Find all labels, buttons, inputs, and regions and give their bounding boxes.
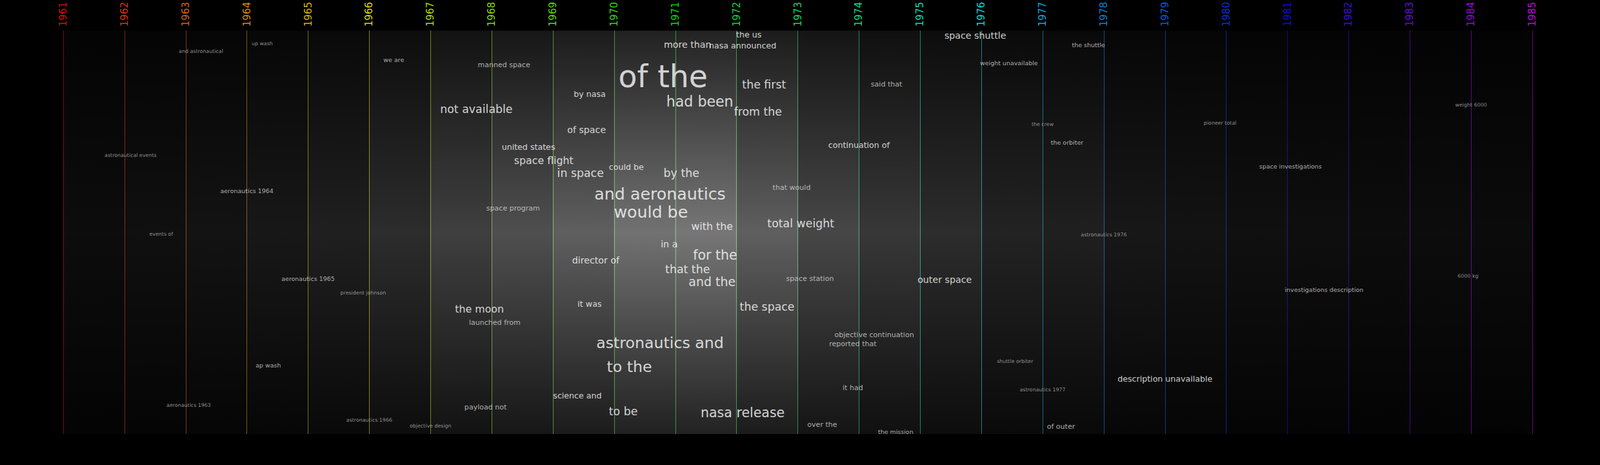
- svg-text:to be: to be: [609, 404, 639, 418]
- svg-text:had been: had been: [666, 92, 734, 110]
- svg-text:the moon: the moon: [454, 302, 504, 315]
- svg-text:shuttle orbiter: shuttle orbiter: [996, 358, 1034, 364]
- svg-text:the first: the first: [741, 78, 786, 91]
- svg-text:investigations description: investigations description: [1284, 285, 1364, 293]
- svg-text:of outer: of outer: [1047, 421, 1076, 431]
- svg-text:science and: science and: [552, 390, 602, 400]
- svg-text:astronautical events: astronautical events: [104, 152, 157, 159]
- svg-text:payload not: payload not: [464, 402, 508, 411]
- svg-text:the mission: the mission: [878, 427, 914, 435]
- svg-text:1964: 1964: [241, 1, 253, 27]
- svg-text:1983: 1983: [1403, 1, 1416, 27]
- svg-text:1977: 1977: [1036, 1, 1049, 27]
- svg-text:could be: could be: [609, 161, 644, 172]
- svg-text:6000 kg: 6000 kg: [1457, 272, 1479, 279]
- svg-text:of the: of the: [618, 58, 709, 95]
- svg-text:for the: for the: [692, 247, 737, 263]
- svg-text:1976: 1976: [975, 1, 988, 27]
- svg-text:1962: 1962: [118, 1, 131, 27]
- svg-text:with the: with the: [690, 220, 733, 233]
- svg-text:in a: in a: [660, 238, 678, 250]
- svg-text:1975: 1975: [914, 1, 926, 27]
- svg-text:up wash: up wash: [251, 40, 273, 47]
- svg-text:and aeronautics: and aeronautics: [594, 184, 726, 204]
- svg-text:pioneer total: pioneer total: [1203, 120, 1237, 126]
- svg-text:objective continuation: objective continuation: [834, 330, 915, 339]
- svg-text:astronautics 1977: astronautics 1977: [1019, 386, 1066, 393]
- svg-text:1966: 1966: [363, 1, 375, 27]
- svg-text:space flight: space flight: [514, 154, 574, 167]
- svg-text:in space: in space: [557, 166, 604, 180]
- svg-text:of space: of space: [567, 124, 606, 135]
- svg-text:outer space: outer space: [917, 274, 972, 285]
- svg-text:the orbiter: the orbiter: [1050, 138, 1084, 146]
- svg-text:1984: 1984: [1465, 1, 1477, 27]
- svg-text:said that: said that: [870, 80, 903, 89]
- svg-text:1965: 1965: [302, 1, 315, 27]
- svg-text:1963: 1963: [180, 1, 192, 27]
- svg-text:we are: we are: [383, 56, 404, 64]
- svg-text:aeronautics 1964: aeronautics 1964: [220, 187, 274, 195]
- svg-text:nasa release: nasa release: [700, 404, 785, 420]
- svg-text:president johnson: president johnson: [340, 289, 387, 296]
- svg-text:over the: over the: [807, 420, 837, 429]
- svg-text:aeronautics 1965: aeronautics 1965: [281, 274, 335, 282]
- svg-text:the shuttle: the shuttle: [1071, 41, 1106, 49]
- svg-text:weight 6000: weight 6000: [1455, 101, 1488, 108]
- svg-text:by nasa: by nasa: [573, 89, 606, 99]
- svg-text:not available: not available: [440, 102, 513, 116]
- svg-text:1979: 1979: [1159, 1, 1171, 27]
- svg-text:continuation of: continuation of: [828, 140, 891, 150]
- svg-text:1981: 1981: [1281, 1, 1294, 27]
- svg-text:the space: the space: [740, 300, 795, 313]
- svg-text:1970: 1970: [608, 1, 620, 27]
- svg-text:and astronautical: and astronautical: [178, 48, 224, 55]
- svg-text:1968: 1968: [485, 1, 498, 27]
- svg-text:launched from: launched from: [469, 318, 521, 327]
- svg-text:ap wash: ap wash: [255, 361, 281, 369]
- svg-text:it had: it had: [842, 383, 864, 392]
- svg-text:that would: that would: [772, 183, 811, 192]
- svg-text:space shuttle: space shuttle: [944, 30, 1007, 41]
- svg-text:space investigations: space investigations: [1259, 162, 1322, 170]
- svg-text:to the: to the: [607, 357, 653, 376]
- svg-text:1971: 1971: [669, 1, 682, 27]
- svg-text:weight unavailable: weight unavailable: [980, 59, 1039, 67]
- svg-text:1969: 1969: [547, 1, 559, 27]
- svg-text:total weight: total weight: [767, 216, 835, 230]
- svg-text:1974: 1974: [852, 1, 865, 27]
- svg-text:1972: 1972: [730, 1, 743, 27]
- svg-text:director of: director of: [572, 254, 620, 266]
- svg-text:reported that: reported that: [829, 339, 877, 348]
- svg-text:1982: 1982: [1342, 1, 1355, 27]
- svg-text:the us: the us: [736, 29, 762, 40]
- svg-text:astronautics 1966: astronautics 1966: [346, 416, 393, 423]
- svg-text:the crew: the crew: [1031, 121, 1055, 128]
- svg-text:astronautics 1976: astronautics 1976: [1080, 231, 1127, 238]
- svg-text:manned space: manned space: [477, 60, 530, 70]
- svg-text:1967: 1967: [424, 1, 437, 27]
- svg-text:astronautics and: astronautics and: [596, 333, 724, 352]
- svg-text:nasa announced: nasa announced: [709, 40, 777, 51]
- svg-text:space station: space station: [786, 274, 835, 283]
- svg-text:more than: more than: [663, 39, 712, 50]
- svg-text:it was: it was: [577, 298, 602, 309]
- svg-text:united states: united states: [501, 141, 556, 152]
- svg-text:that the: that the: [665, 262, 710, 276]
- svg-text:from the: from the: [734, 105, 782, 119]
- svg-text:description unavailable: description unavailable: [1117, 373, 1213, 384]
- svg-text:aeronautics 1963: aeronautics 1963: [166, 401, 211, 408]
- svg-text:1985: 1985: [1526, 1, 1539, 27]
- svg-text:objective design: objective design: [409, 422, 452, 429]
- svg-text:events of: events of: [149, 230, 173, 237]
- svg-text:would be: would be: [613, 202, 688, 222]
- svg-text:space program: space program: [486, 203, 540, 213]
- svg-text:1973: 1973: [792, 1, 804, 27]
- svg-text:1978: 1978: [1098, 1, 1110, 27]
- svg-text:by the: by the: [663, 166, 700, 180]
- svg-text:1961: 1961: [57, 1, 70, 27]
- svg-text:and the: and the: [688, 274, 736, 289]
- svg-text:1980: 1980: [1220, 1, 1233, 27]
